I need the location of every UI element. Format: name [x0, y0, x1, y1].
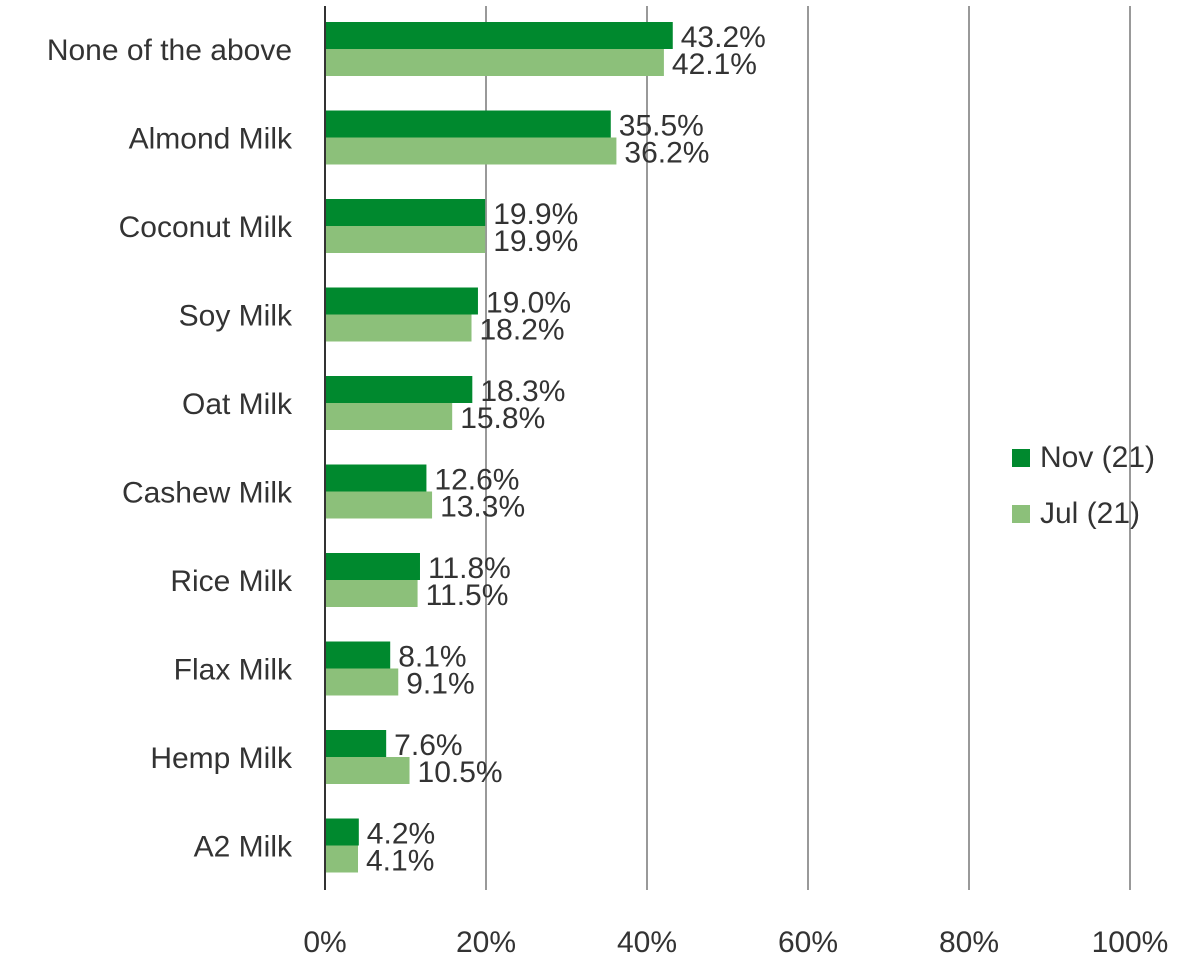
gridlines [485, 6, 1131, 890]
bar-nov [325, 22, 673, 49]
category-label: Rice Milk [170, 565, 293, 598]
bar-jul [325, 226, 486, 253]
bar-nov [325, 553, 420, 580]
x-tick-label: 60% [778, 926, 838, 955]
data-label: 19.9% [493, 225, 578, 258]
bar-nov [325, 464, 427, 492]
data-label: 35.5% [619, 110, 704, 143]
category-label: Cashew Milk [122, 477, 293, 510]
category-label: Soy Milk [179, 300, 293, 333]
x-tick-label: 100% [1092, 926, 1169, 955]
bar-jul [325, 491, 433, 519]
data-label: 18.2% [480, 314, 565, 347]
value-labels: 43.2%42.1% 35.5%36.2% 19.9%19.9% 19.0%18.2%… [366, 21, 766, 878]
legend-item-nov: Nov (21) [1012, 440, 1155, 476]
bar-jul [325, 137, 617, 165]
data-label: 15.8% [460, 402, 545, 435]
data-label: 36.2% [624, 137, 709, 170]
data-label: 19.0% [486, 287, 571, 320]
category-label: Coconut Milk [119, 211, 293, 244]
bar-nov [325, 730, 387, 757]
bar-nov [325, 376, 473, 403]
legend: Nov (21) Jul (21) [1012, 440, 1155, 552]
legend-label-jul: Jul (21) [1040, 497, 1141, 530]
category-label: Hemp Milk [150, 742, 293, 775]
x-tick-labels: 0% 20% 40% 60% 80% 100% [303, 926, 1168, 955]
x-tick-label: 20% [456, 926, 516, 955]
data-label: 13.3% [440, 491, 525, 524]
bars [325, 22, 673, 873]
bar-jul [325, 580, 418, 607]
data-label: 43.2% [681, 21, 766, 54]
data-label: 11.5% [426, 579, 509, 612]
legend-swatch-nov [1012, 449, 1030, 467]
bar-jul [325, 314, 472, 342]
legend-label-nov: Nov (21) [1040, 441, 1156, 474]
legend-item-jul: Jul (21) [1012, 496, 1155, 532]
bar-jul [325, 49, 664, 76]
category-label: None of the above [47, 34, 292, 67]
bar-nov [325, 110, 611, 138]
data-label: 8.1% [398, 641, 466, 674]
data-label: 4.1% [366, 845, 434, 878]
data-label: 42.1% [672, 48, 757, 81]
bar-nov [325, 641, 391, 669]
x-tick-label: 0% [303, 926, 346, 955]
bar-jul [325, 668, 399, 696]
bar-jul [325, 757, 410, 784]
data-label: 11.8% [428, 552, 511, 585]
category-label: Flax Milk [174, 654, 293, 687]
bar-jul [325, 845, 359, 873]
bar-nov [325, 287, 478, 315]
bar-nov [325, 199, 486, 226]
data-label: 10.5% [418, 756, 503, 789]
category-labels: None of the above Almond Milk Coconut Milk… [47, 34, 293, 864]
category-label: Oat Milk [182, 388, 293, 421]
category-label: Almond Milk [129, 123, 293, 156]
category-label: A2 Milk [194, 831, 293, 864]
data-label: 7.6% [394, 729, 462, 762]
data-label: 12.6% [434, 464, 519, 497]
bar-nov [325, 818, 359, 846]
data-label: 18.3% [480, 375, 565, 408]
x-tick-label: 80% [939, 926, 999, 955]
data-label: 9.1% [406, 668, 474, 701]
legend-swatch-jul [1012, 505, 1030, 523]
bar-jul [325, 403, 453, 430]
data-label: 4.2% [367, 818, 435, 851]
data-label: 19.9% [493, 198, 578, 231]
x-tick-label: 40% [617, 926, 677, 955]
